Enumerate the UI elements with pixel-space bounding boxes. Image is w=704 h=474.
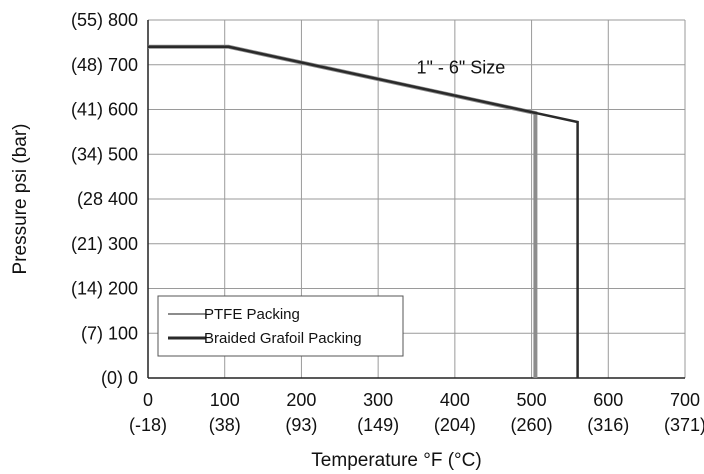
y-tick-label: (55) 800: [71, 10, 138, 30]
series-layer: [148, 44, 579, 378]
legend: PTFE Packing Braided Grafoil Packing: [157, 295, 404, 357]
x-tick-label: 300: [363, 390, 393, 410]
legend-label-ptfe: PTFE Packing: [204, 306, 300, 323]
x-tick-labels: 0 (-18) 100 (38) 200 (93) 300 (149) 400 (204) 500 (…: [129, 390, 704, 435]
y-tick-label: (28 400: [77, 189, 138, 209]
x-tick-label: 700: [670, 390, 700, 410]
x-tick-sublabel: (93): [285, 415, 317, 435]
y-tick-labels: (0) 0 (7) 100 (14) 200 (21) 300 (28 400 (34) …: [71, 10, 138, 388]
x-tick-sublabel: (38): [209, 415, 241, 435]
x-tick-label: 600: [593, 390, 623, 410]
y-tick-label: (7) 100: [81, 323, 138, 343]
y-axis-title: Pressure psi (bar): [10, 124, 31, 275]
y-tick-label: (14) 200: [71, 279, 138, 299]
x-tick-label: 200: [286, 390, 316, 410]
y-tick-label: (0) 0: [101, 368, 138, 388]
x-tick-sublabel: (316): [587, 415, 629, 435]
x-tick-sublabel: (204): [434, 415, 476, 435]
x-tick-sublabel: (149): [357, 415, 399, 435]
y-tick-label: (34) 500: [71, 144, 138, 164]
y-tick-label: (48) 700: [71, 55, 138, 75]
x-tick-label: 500: [517, 390, 547, 410]
x-tick-label: 400: [440, 390, 470, 410]
y-tick-label: (21) 300: [71, 234, 138, 254]
x-tick-sublabel: (260): [511, 415, 553, 435]
x-tick-label: 100: [210, 390, 240, 410]
size-annotation: 1" - 6" Size: [417, 58, 506, 78]
x-tick-sublabel: (371): [664, 415, 704, 435]
plot-frame: [147, 20, 685, 379]
x-axis-title: Temperature °F (°C): [311, 450, 481, 471]
legend-label-grafoil: Braided Grafoil Packing: [204, 330, 362, 347]
series-line-2: [148, 45, 579, 378]
x-tick-label: 0: [143, 390, 153, 410]
y-tick-label: (41) 600: [71, 100, 138, 120]
legend-box: [157, 295, 404, 357]
x-tick-sublabel: (-18): [129, 415, 167, 435]
